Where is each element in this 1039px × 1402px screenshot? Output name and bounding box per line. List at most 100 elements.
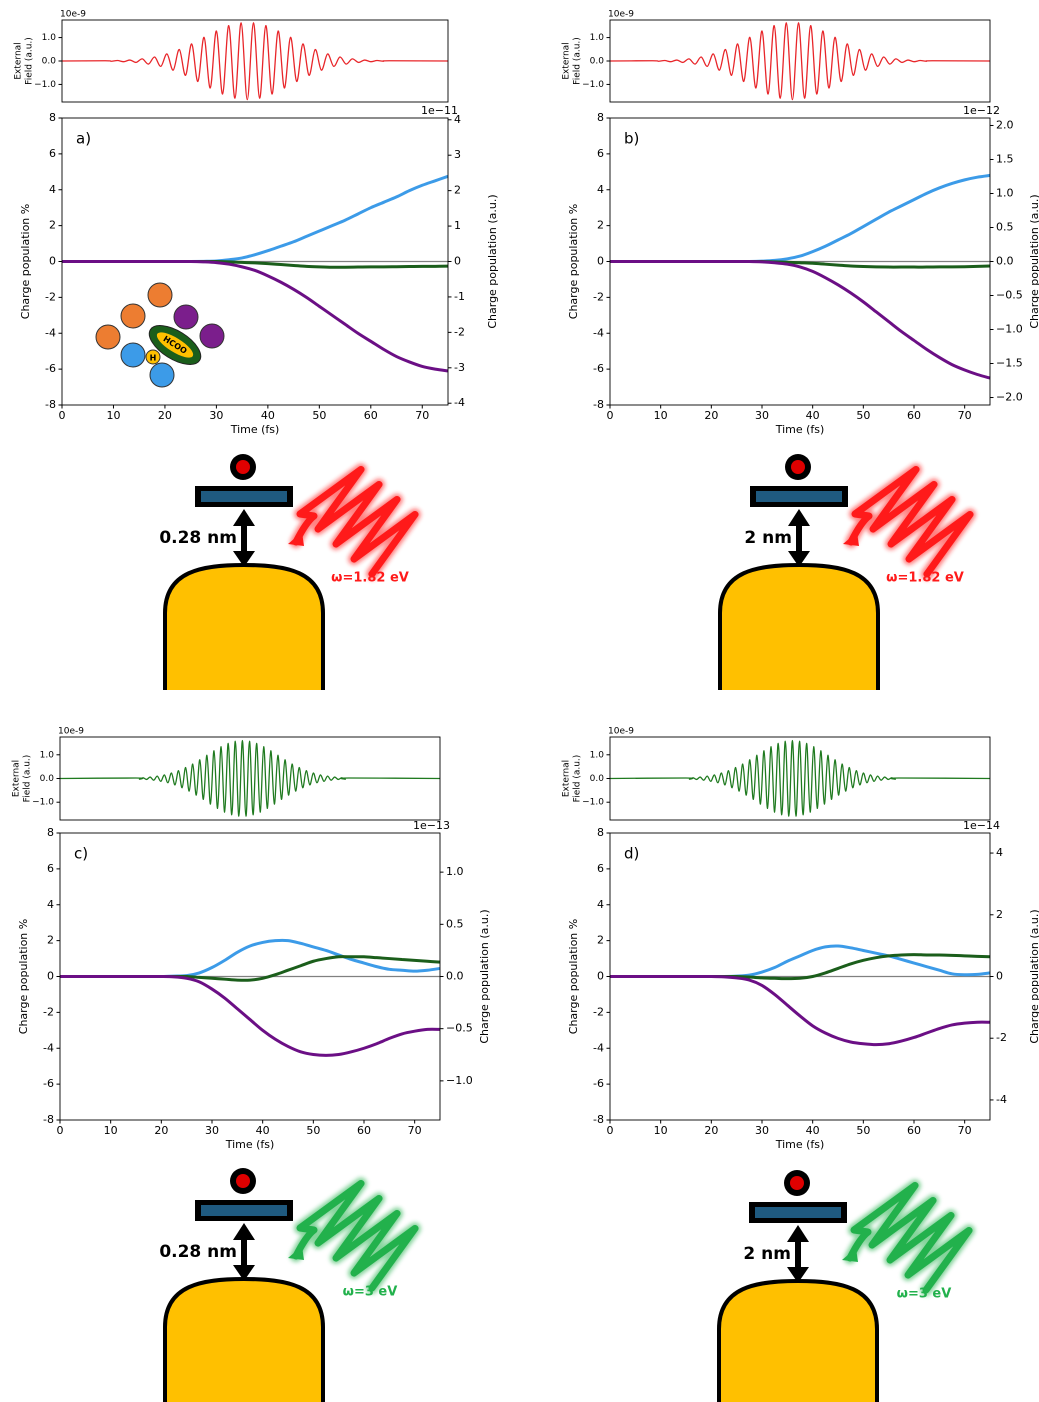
y-axis-title: Charge population %	[567, 919, 580, 1034]
axis-offset: 10e-9	[608, 10, 634, 20]
x-tick-label: 50	[312, 409, 326, 422]
y-tick-label: -4	[45, 326, 56, 339]
axis-offset: 10e-9	[58, 727, 84, 737]
arrow-head	[233, 551, 255, 567]
y-tick-label: 4	[597, 183, 604, 196]
y-tick-label: 0.0	[590, 57, 605, 67]
y2-tick-label: -2	[996, 1031, 1007, 1044]
y2-tick-label: -3	[454, 361, 465, 374]
y-tick-label: -8	[593, 398, 604, 411]
y-tick-label: −1.0	[582, 798, 604, 808]
y2-tick-label: 1.5	[996, 152, 1014, 165]
x-tick-label: 30	[205, 1124, 219, 1137]
y2-tick-label: 0	[996, 970, 1003, 983]
y-tick-label: 2	[597, 934, 604, 947]
axis-offset: 10e-9	[60, 10, 86, 20]
data-line	[60, 974, 441, 1057]
light-wave	[846, 1182, 973, 1294]
y-tick-label: -4	[593, 1041, 604, 1054]
y-tick-label: -6	[45, 362, 56, 375]
y-tick-label: 8	[597, 826, 604, 839]
chart: -8 -6 -4 -2 0 2 4 6 8 0 10 20 30 40 50 60 70 -4 -2 0 2 4 1e−14…	[567, 819, 1039, 1151]
chart: -8 -6 -4 -2 0 2 4 6 8 0 10 20 30 40 50 60 70 -4 -3 -2 -1 0 1 2 3…	[19, 104, 499, 436]
x-tick-label: 60	[907, 1124, 921, 1137]
arrow-head	[788, 551, 810, 567]
axis-offset: 1e−13	[413, 819, 450, 832]
x-tick-label: 20	[158, 409, 172, 422]
y-axis-title: Field (a.u.)	[25, 37, 35, 85]
gap-distance: 2 nm	[744, 528, 792, 548]
y2-tick-label: 0.0	[996, 255, 1014, 268]
x-axis-title: Time (fs)	[775, 423, 825, 436]
x-tick-label: 20	[154, 1124, 168, 1137]
tip	[163, 1276, 325, 1402]
gap-distance: 0.28 nm	[159, 1242, 237, 1262]
atom	[173, 304, 199, 330]
y2-axis-title: Charge population (a.u.)	[478, 909, 491, 1043]
x-tick-label: 0	[607, 1124, 614, 1137]
data-line	[609, 739, 991, 817]
y2-tick-label: −1.0	[446, 1074, 473, 1087]
gap-distance: 2 nm	[743, 1244, 791, 1264]
photon-energy: ω=1.82 eV	[331, 571, 409, 586]
y-tick-label: −1.0	[32, 798, 54, 808]
y-tick-label: -8	[45, 398, 56, 411]
x-tick-label: 30	[755, 409, 769, 422]
molecule-bar-core	[201, 1205, 287, 1216]
y-tick-label: 1.0	[590, 750, 605, 760]
data-line	[61, 22, 449, 101]
data-line	[609, 22, 991, 101]
x-tick-label: 70	[415, 409, 429, 422]
y-axis-title: External	[562, 760, 572, 797]
x-axis-title: Time (fs)	[775, 1138, 825, 1151]
tip	[717, 1278, 879, 1402]
y-tick-label: 0.0	[40, 774, 55, 784]
x-tick-label: 60	[357, 1124, 371, 1137]
photon-energy: ω=3 eV	[343, 1285, 398, 1300]
adatom-core	[791, 460, 805, 474]
tip-diagram: 0.28 nm ω=3 eV	[159, 1168, 421, 1402]
y-tick-label: 6	[597, 147, 604, 160]
light-arrow-head	[288, 532, 304, 546]
y-tick-label: 4	[597, 898, 604, 911]
y-axis-title: External	[12, 760, 22, 797]
y-axis-title: Charge population %	[19, 204, 32, 319]
y-tick-label: 2	[47, 934, 54, 947]
y2-tick-label: 2.0	[996, 118, 1014, 131]
molecule-bar-core	[201, 491, 287, 502]
y-tick-label: 0	[49, 255, 56, 268]
x-tick-label: 40	[806, 409, 820, 422]
x-tick-label: 10	[654, 409, 668, 422]
x-axis-title: Time (fs)	[225, 1138, 275, 1151]
y-tick-label: 6	[49, 147, 56, 160]
x-tick-label: 20	[704, 409, 718, 422]
atom	[120, 303, 146, 329]
x-tick-label: 0	[59, 409, 66, 422]
molecule-inset: HCOO H	[95, 282, 225, 388]
y-tick-label: 0	[597, 255, 604, 268]
y-tick-label: -2	[593, 290, 604, 303]
y2-tick-label: 3	[454, 148, 461, 161]
y-axis-title: Field (a.u.)	[573, 755, 583, 803]
molecule-bar-core	[756, 491, 842, 502]
y-tick-label: 0.0	[42, 57, 57, 67]
arrow-head	[233, 1223, 255, 1240]
atom	[120, 342, 146, 368]
y2-tick-label: 2	[996, 908, 1003, 921]
y-tick-label: 0	[597, 970, 604, 983]
data-line	[609, 259, 991, 380]
y-tick-label: -6	[593, 1077, 604, 1090]
y-tick-label: 1.0	[590, 33, 605, 43]
y-tick-label: -2	[593, 1005, 604, 1018]
x-tick-label: 70	[408, 1124, 422, 1137]
y2-tick-label: 0	[454, 255, 461, 268]
y-tick-label: 8	[597, 111, 604, 124]
light-arrow-head	[288, 1246, 304, 1260]
light-wave	[847, 466, 974, 578]
axis-offset: 10e-9	[608, 727, 634, 737]
adatom-core	[236, 460, 250, 474]
arrow-head	[788, 509, 810, 526]
y-axis-title: Field (a.u.)	[573, 37, 583, 85]
adatom-core	[236, 1174, 250, 1188]
